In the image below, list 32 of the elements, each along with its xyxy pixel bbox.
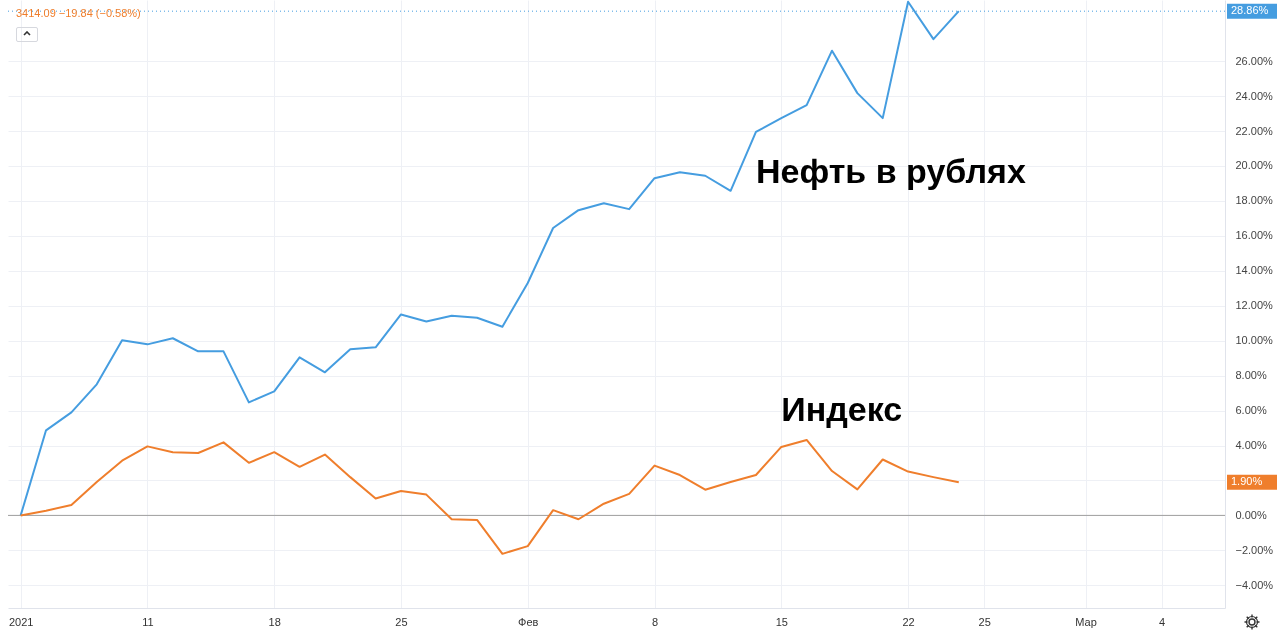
x-tick-label: 8 (651, 615, 659, 628)
x-tick-label: 11 (142, 615, 154, 628)
annotation: 3414.09 −19.84 (−0.58%) (16, 7, 141, 19)
y-tick-label: 10.00% (1235, 334, 1274, 347)
x-tick-label: 25 (978, 615, 991, 628)
series-label: Нефть в рублях (755, 151, 1026, 190)
y-tick-label: 14.00% (1235, 264, 1274, 277)
x-tick-label: 15 (775, 615, 788, 628)
y-tick-label: −4.00% (1235, 578, 1274, 591)
x-tick-label: Мар (1075, 615, 1097, 628)
y-tick-label: 18.00% (1235, 194, 1274, 207)
y-tick-label: 4.00% (1235, 439, 1267, 452)
y-tick-label: 12.00% (1235, 299, 1274, 312)
x-tick-label: 18 (268, 615, 281, 628)
ref-line-label: 28.86% (1231, 4, 1269, 17)
text: 1.90% (1231, 475, 1263, 488)
y-tick-label: 0.00% (1235, 508, 1267, 521)
x-tick-label: 2021 (8, 615, 34, 628)
y-tick-label: 26.00% (1235, 54, 1274, 67)
y-tick-label: 22.00% (1235, 124, 1274, 137)
series-label: Индекс (781, 389, 903, 428)
x-tick-label: 22 (902, 615, 915, 628)
y-tick-label: 8.00% (1235, 369, 1267, 382)
x-tick-label: Фев (518, 615, 539, 628)
line-series (19, 438, 960, 555)
y-tick-label: 20.00% (1235, 159, 1274, 172)
y-tick-label: 16.00% (1235, 229, 1274, 242)
x-tick-label: 25 (395, 615, 408, 628)
x-tick-label: 4 (1159, 615, 1166, 628)
y-tick-label: 24.00% (1235, 89, 1274, 102)
y-tick-label: −2.00% (1235, 543, 1274, 556)
y-tick-label: 6.00% (1235, 404, 1267, 417)
